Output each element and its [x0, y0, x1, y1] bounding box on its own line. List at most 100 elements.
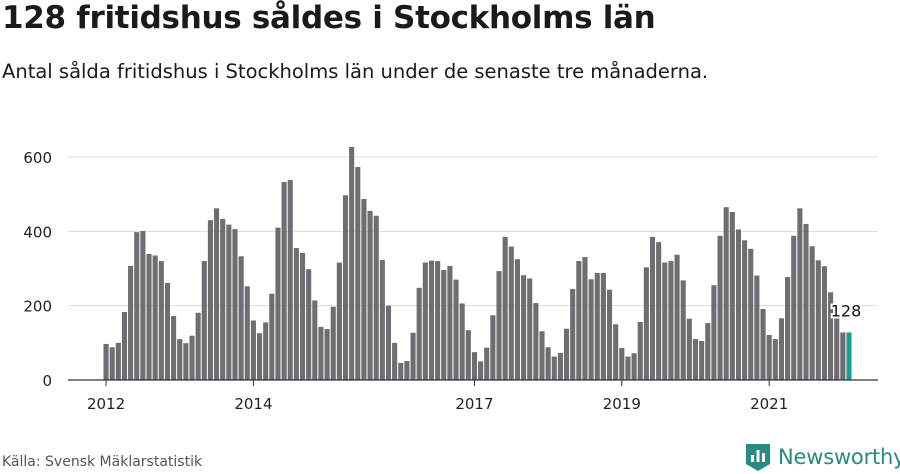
- brand-name: Newsworthy: [778, 445, 900, 469]
- bar: [484, 347, 490, 381]
- bar: [121, 311, 128, 381]
- bar: [275, 227, 281, 380]
- bar: [324, 329, 330, 380]
- bar: [306, 269, 312, 380]
- bar: [754, 275, 760, 380]
- bar: [428, 260, 435, 380]
- newsworthy-logo-icon: [746, 444, 770, 471]
- bar: [514, 259, 520, 380]
- x-tick-label: 2012: [87, 395, 125, 413]
- bars: [103, 146, 852, 381]
- x-tick-label: 2017: [455, 395, 493, 413]
- bar: [349, 146, 355, 380]
- bar: [269, 293, 275, 380]
- bar: [557, 352, 563, 380]
- bar: [257, 333, 263, 380]
- bar: [385, 305, 392, 380]
- bar: [263, 322, 269, 380]
- bar: [392, 342, 398, 380]
- bar: [238, 256, 244, 380]
- bar: [373, 215, 379, 380]
- bar: [809, 246, 815, 380]
- bar: [214, 208, 220, 380]
- bar: [447, 265, 453, 380]
- bar: [177, 339, 183, 380]
- x-tick-label: 2021: [750, 395, 788, 413]
- bar: [355, 167, 361, 380]
- brand-logo[interactable]: Newsworthy: [744, 440, 900, 474]
- bar: [717, 235, 723, 380]
- bar: [250, 320, 256, 380]
- bar: [742, 240, 748, 380]
- bar: [821, 266, 827, 380]
- bar: [164, 283, 170, 380]
- source-note: Källa: Svensk Mäklarstatistik: [2, 454, 203, 470]
- bar: [336, 262, 342, 380]
- bar: [588, 279, 594, 380]
- bar: [490, 315, 496, 380]
- bar: [140, 230, 146, 380]
- bar: [201, 261, 207, 380]
- bar: [496, 271, 502, 380]
- bar: [778, 318, 784, 380]
- bar: [189, 335, 195, 380]
- bar: [207, 220, 213, 380]
- x-tick-label: 2014: [234, 395, 272, 413]
- bar: [840, 332, 846, 380]
- bar: [643, 267, 649, 380]
- bar: [760, 309, 766, 380]
- bar: [453, 279, 459, 380]
- bar: [312, 300, 318, 380]
- bar: [594, 272, 600, 380]
- bar-chart: 0 200 400 600 2012 2014 2017 2019 2021 128: [23, 146, 878, 413]
- bar: [680, 280, 686, 380]
- bar: [656, 242, 662, 380]
- chart-subtitle: Antal sålda fritidshus i Stockholms län …: [2, 60, 709, 83]
- bar: [668, 261, 674, 380]
- bar: [834, 316, 840, 380]
- bar: [293, 248, 299, 380]
- bar: [281, 181, 287, 380]
- y-tick-label: 0: [42, 372, 52, 390]
- bar: [318, 326, 324, 380]
- bar: [330, 306, 336, 380]
- bar: [478, 361, 484, 380]
- bar: [103, 343, 109, 380]
- bar: [416, 287, 422, 380]
- bar: [692, 339, 699, 380]
- bar: [109, 347, 115, 380]
- bar: [379, 259, 385, 380]
- bar: [649, 236, 656, 380]
- bar: [613, 324, 619, 380]
- y-tick-label: 200: [23, 298, 52, 316]
- bar: [551, 356, 557, 380]
- bar: [791, 235, 797, 380]
- bar: [785, 277, 791, 380]
- bar: [410, 332, 416, 380]
- bar: [287, 180, 293, 380]
- bar: [797, 208, 803, 380]
- axes: [68, 379, 878, 386]
- y-tick-label: 400: [23, 223, 52, 241]
- bar: [226, 224, 232, 380]
- bar: [435, 261, 441, 380]
- bar: [367, 210, 373, 380]
- bar: [625, 356, 631, 380]
- chart-title: 128 fritidshus såldes i Stockholms län: [2, 0, 656, 36]
- bar: [686, 318, 692, 380]
- bar: [521, 275, 527, 380]
- bar: [471, 352, 477, 381]
- bar: [772, 339, 778, 380]
- bar: [171, 316, 177, 380]
- bar: [152, 255, 158, 380]
- bar: [195, 312, 201, 380]
- bar: [735, 229, 742, 380]
- bar: [619, 348, 625, 380]
- bar: [115, 342, 121, 380]
- bar: [637, 322, 643, 380]
- x-tick-label: 2019: [603, 395, 641, 413]
- bar: [183, 343, 189, 380]
- bar: [244, 286, 250, 380]
- bar: [631, 353, 637, 380]
- bar: [342, 195, 349, 380]
